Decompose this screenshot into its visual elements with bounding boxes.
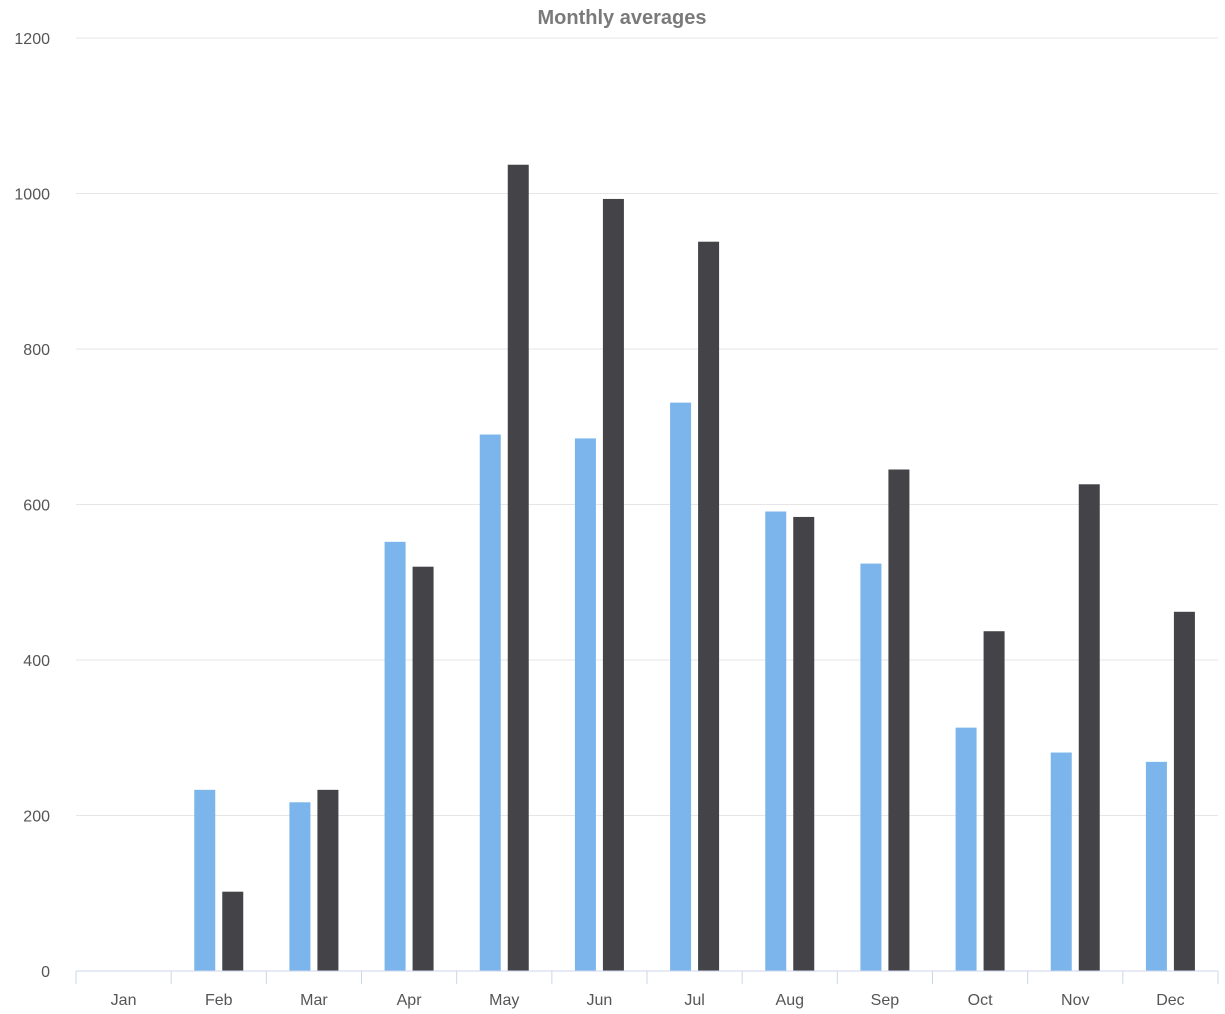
bar-2-may xyxy=(507,164,529,972)
bar-1-jul xyxy=(670,402,692,972)
bar-2-jul xyxy=(698,241,720,971)
x-tick-label: Oct xyxy=(968,992,993,1009)
x-tick-label: Sep xyxy=(871,992,900,1009)
y-tick-label: 1200 xyxy=(14,31,50,48)
bar-2-nov xyxy=(1078,484,1100,971)
bar-2-apr xyxy=(412,566,434,971)
x-tick-label: Nov xyxy=(1061,992,1089,1009)
bars xyxy=(194,164,1195,972)
chart-title: Monthly averages xyxy=(538,7,707,29)
x-tick-label: Apr xyxy=(397,992,423,1009)
y-axis-ticks: 0 200 400 600 800 1000 1200 xyxy=(14,31,50,981)
bar-2-jun xyxy=(602,198,624,971)
bar-2-mar xyxy=(317,789,339,971)
x-tick-label: Mar xyxy=(300,992,328,1009)
x-axis-ticks: Jan Feb Mar Apr May Jun Jul Aug Sep Oct Nov Dec xyxy=(75,971,1219,1009)
x-tick-label: Jan xyxy=(111,992,137,1009)
bar-1-oct xyxy=(955,727,977,971)
y-tick-label: 1000 xyxy=(14,187,50,204)
y-tick-label: 200 xyxy=(23,809,50,826)
bar-1-sep xyxy=(860,563,882,971)
x-tick-label: Dec xyxy=(1156,992,1184,1009)
x-tick-label: Jun xyxy=(587,992,613,1009)
bar-2-aug xyxy=(793,516,815,971)
y-tick-label: 800 xyxy=(23,342,50,359)
x-tick-label: Jul xyxy=(684,992,704,1009)
bar-1-dec xyxy=(1145,761,1167,971)
gridlines xyxy=(76,37,1218,816)
bar-2-dec xyxy=(1173,611,1195,971)
bar-1-feb xyxy=(194,789,216,971)
bar-1-mar xyxy=(289,802,311,971)
bar-1-may xyxy=(479,434,501,971)
y-tick-label: 400 xyxy=(23,653,50,670)
bar-1-aug xyxy=(765,511,787,971)
y-tick-label: 0 xyxy=(41,964,50,981)
bar-1-jun xyxy=(574,438,596,972)
y-tick-label: 600 xyxy=(23,498,50,515)
bar-2-feb xyxy=(222,891,244,971)
x-tick-label: May xyxy=(489,992,519,1009)
x-tick-label: Feb xyxy=(205,992,233,1009)
bar-2-sep xyxy=(888,469,910,971)
bar-2-oct xyxy=(983,631,1005,971)
bar-1-nov xyxy=(1050,752,1072,971)
bar-1-apr xyxy=(384,541,406,971)
x-tick-label: Aug xyxy=(776,992,804,1009)
